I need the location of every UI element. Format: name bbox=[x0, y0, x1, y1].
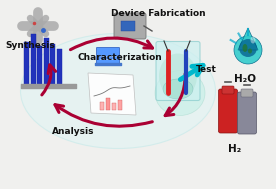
FancyBboxPatch shape bbox=[241, 89, 253, 97]
FancyBboxPatch shape bbox=[222, 86, 234, 94]
Text: H₂: H₂ bbox=[228, 144, 241, 154]
Bar bbox=[31, 34, 36, 84]
Ellipse shape bbox=[155, 70, 205, 115]
Polygon shape bbox=[238, 28, 258, 50]
Bar bbox=[106, 98, 110, 110]
Ellipse shape bbox=[163, 79, 193, 99]
Ellipse shape bbox=[20, 33, 216, 149]
Text: Synthesis: Synthesis bbox=[5, 42, 55, 50]
Bar bbox=[100, 102, 104, 110]
Ellipse shape bbox=[159, 53, 197, 98]
Circle shape bbox=[239, 39, 257, 57]
Text: Test: Test bbox=[196, 64, 217, 74]
Text: Device Fabrication: Device Fabrication bbox=[111, 9, 205, 19]
FancyBboxPatch shape bbox=[238, 92, 256, 134]
FancyBboxPatch shape bbox=[156, 42, 200, 101]
Bar bbox=[44, 38, 49, 84]
Bar bbox=[37, 46, 42, 84]
Polygon shape bbox=[88, 73, 136, 115]
Text: H₂O: H₂O bbox=[234, 74, 256, 84]
Bar bbox=[118, 100, 122, 110]
Bar bbox=[121, 21, 135, 31]
Ellipse shape bbox=[251, 36, 256, 43]
Bar bbox=[57, 49, 62, 84]
Text: Characterization: Characterization bbox=[78, 53, 163, 61]
Text: Analysis: Analysis bbox=[52, 126, 94, 136]
Bar bbox=[24, 42, 29, 84]
Bar bbox=[50, 44, 55, 84]
FancyBboxPatch shape bbox=[114, 13, 146, 39]
Bar bbox=[112, 103, 116, 110]
FancyBboxPatch shape bbox=[97, 47, 120, 64]
Ellipse shape bbox=[243, 44, 248, 52]
FancyBboxPatch shape bbox=[219, 89, 238, 133]
Circle shape bbox=[234, 36, 262, 64]
Ellipse shape bbox=[248, 49, 252, 53]
